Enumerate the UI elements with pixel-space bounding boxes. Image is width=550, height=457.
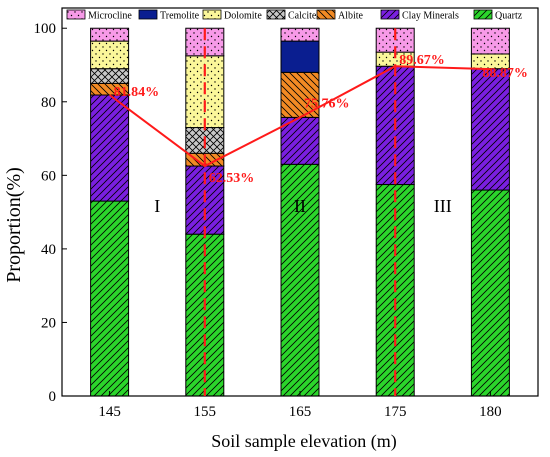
legend-swatch bbox=[266, 9, 286, 20]
bar-segment bbox=[470, 68, 510, 191]
y-tick-label: 60 bbox=[41, 168, 56, 184]
legend-label: Albite bbox=[338, 11, 364, 22]
zone-label: III bbox=[434, 196, 452, 216]
bar-segment bbox=[90, 27, 130, 42]
trend-point-label: 81.84% bbox=[114, 85, 160, 100]
x-tick-label: 165 bbox=[289, 404, 312, 420]
legend-swatch bbox=[138, 9, 158, 20]
bar-segment bbox=[280, 40, 320, 73]
bar-segment bbox=[90, 94, 130, 202]
x-axis-label: Soil sample elevation (m) bbox=[211, 431, 396, 452]
bar-segment bbox=[470, 27, 510, 55]
legend: Microcline Tremolite Dolomite Calcite Albite… bbox=[66, 9, 523, 22]
legend-swatch bbox=[316, 9, 336, 20]
trend-line bbox=[109, 65, 491, 168]
legend-label: Dolomite bbox=[224, 11, 262, 22]
legend-label: Quartz bbox=[495, 11, 523, 22]
y-tick-label: 100 bbox=[34, 21, 57, 37]
legend-swatch bbox=[473, 9, 493, 20]
trend-point-label: 89.67% bbox=[399, 53, 445, 68]
x-tick-label: 145 bbox=[98, 404, 121, 420]
zone-label: II bbox=[294, 196, 306, 216]
bar-segment bbox=[280, 116, 320, 165]
trend-point-label: 62.53% bbox=[209, 171, 255, 186]
y-tick-label: 80 bbox=[41, 95, 56, 111]
legend-label: Tremolite bbox=[160, 11, 200, 22]
axes-layer: 0 20 40 60 80 100 145 155 165 175 180 bbox=[34, 7, 539, 420]
x-tick-label: 155 bbox=[194, 404, 217, 420]
bar-segment bbox=[90, 200, 130, 397]
bar-segment bbox=[280, 163, 320, 397]
overlay-layer: 81.84%62.53%75.76%89.67%88.87%I II III bbox=[109, 28, 528, 396]
y-tick-label: 0 bbox=[49, 389, 57, 405]
y-tick-label: 40 bbox=[41, 242, 56, 258]
y-tick-label: 20 bbox=[41, 315, 56, 331]
x-tick-label: 175 bbox=[384, 404, 407, 420]
zone-label: I bbox=[154, 196, 160, 216]
bar-segment bbox=[470, 189, 510, 397]
bar-segment bbox=[90, 40, 130, 70]
bar-segment bbox=[280, 27, 320, 42]
legend-swatch bbox=[380, 9, 400, 20]
bar-segment bbox=[90, 68, 130, 84]
trend-point-label: 75.76% bbox=[304, 96, 350, 111]
legend-label: Microcline bbox=[88, 11, 132, 22]
legend-label: Calcite bbox=[288, 11, 317, 22]
x-tick-label: 180 bbox=[479, 404, 502, 420]
legend-swatch bbox=[202, 9, 222, 20]
legend-label: Clay Minerals bbox=[402, 11, 459, 22]
trend-point-label: 88.87% bbox=[482, 66, 528, 81]
legend-swatch bbox=[66, 9, 86, 20]
y-axis-label: Proportion(%) bbox=[3, 167, 25, 283]
